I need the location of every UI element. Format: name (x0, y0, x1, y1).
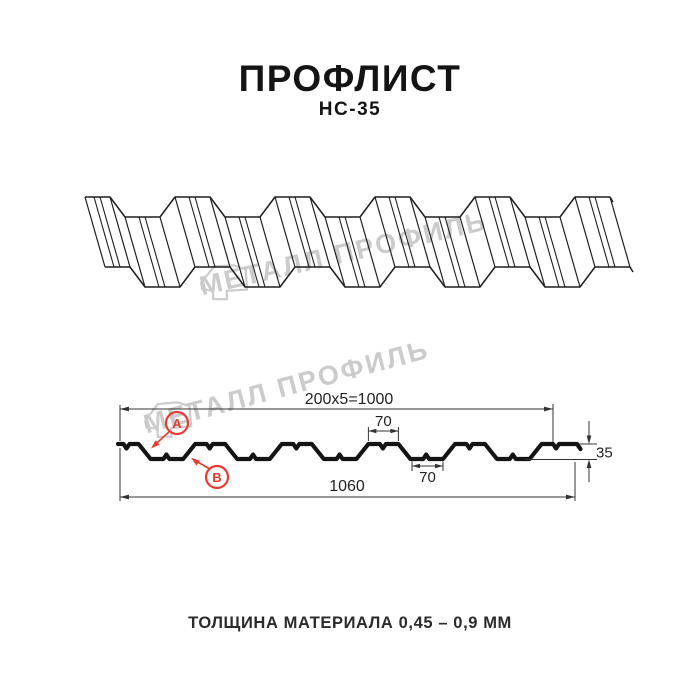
dimension-top-flange-label: 70 (375, 413, 392, 430)
profile-3d-groove-lines (93, 196, 616, 288)
cross-section-profile-line (115, 441, 583, 462)
page-title: ПРОФЛИСТ (238, 58, 462, 99)
side-a-letter: A (172, 416, 182, 431)
profile-model-label: НС-35 (318, 99, 382, 120)
material-thickness-note: ТОЛЩИНА МАТЕРИАЛА 0,45 – 0,9 ММ (188, 614, 512, 632)
dimension-module-label: 200x5=1000 (305, 391, 394, 408)
dimension-total-width-label: 1060 (329, 478, 365, 495)
dimension-top-flange: 70 (367, 413, 399, 441)
profile-cross-section-drawing: 200x5=1000 70 70 1060 35 (115, 391, 613, 501)
profile-3d-drawing (84, 196, 634, 288)
profile-3d-corner-edges (84, 196, 631, 288)
dimension-height: 35 (525, 421, 613, 482)
dimension-total-width: 1060 (119, 448, 576, 501)
dimension-module: 200x5=1000 (119, 391, 554, 442)
dimension-bottom-flange-label: 70 (419, 469, 436, 486)
side-b-letter: B (212, 470, 221, 485)
side-b-marker: B (191, 457, 230, 490)
dimension-height-label: 35 (596, 445, 613, 462)
dimension-bottom-flange: 70 (411, 461, 444, 486)
side-a-marker: A (151, 410, 190, 449)
profile-3d-far-edge (85, 196, 614, 218)
